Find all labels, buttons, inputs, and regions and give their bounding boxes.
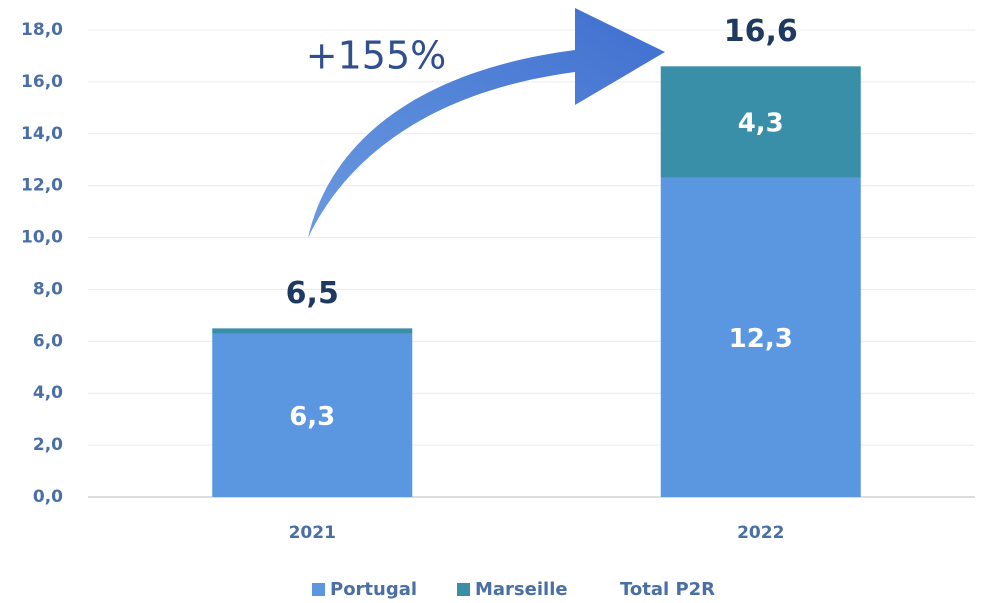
y-tick-label: 4,0 (33, 383, 63, 403)
y-tick-label: 10,0 (21, 228, 63, 248)
legend-label: Total P2R (620, 579, 715, 600)
annotation: +155% (306, 34, 446, 78)
x-tick-label: 2021 (289, 523, 336, 543)
growth-arrow (308, 8, 665, 238)
value-label: 12,3 (729, 324, 793, 354)
legend-swatch (457, 583, 470, 596)
bar-segment (212, 328, 413, 334)
y-tick-label: 0,0 (33, 487, 63, 507)
y-tick-label: 14,0 (21, 124, 63, 144)
y-tick-label: 18,0 (21, 20, 63, 40)
y-tick-label: 6,0 (33, 331, 63, 351)
y-tick-label: 16,0 (21, 72, 63, 92)
total-label: 6,5 (286, 276, 339, 311)
x-tick-label: 2022 (737, 523, 784, 543)
bar-segment (212, 333, 413, 497)
total-label: 16,6 (724, 14, 798, 49)
y-tick-label: 12,0 (21, 176, 63, 196)
legend-label: Marseille (475, 579, 568, 600)
legend-swatch (312, 583, 325, 596)
y-tick-label: 8,0 (33, 279, 63, 299)
value-label: 6,3 (289, 402, 335, 432)
value-label: 4,3 (738, 109, 784, 139)
legend-label: Portugal (330, 579, 417, 600)
bar-segment (660, 177, 861, 497)
y-tick-label: 2,0 (33, 435, 63, 455)
bar-segment (660, 66, 861, 178)
